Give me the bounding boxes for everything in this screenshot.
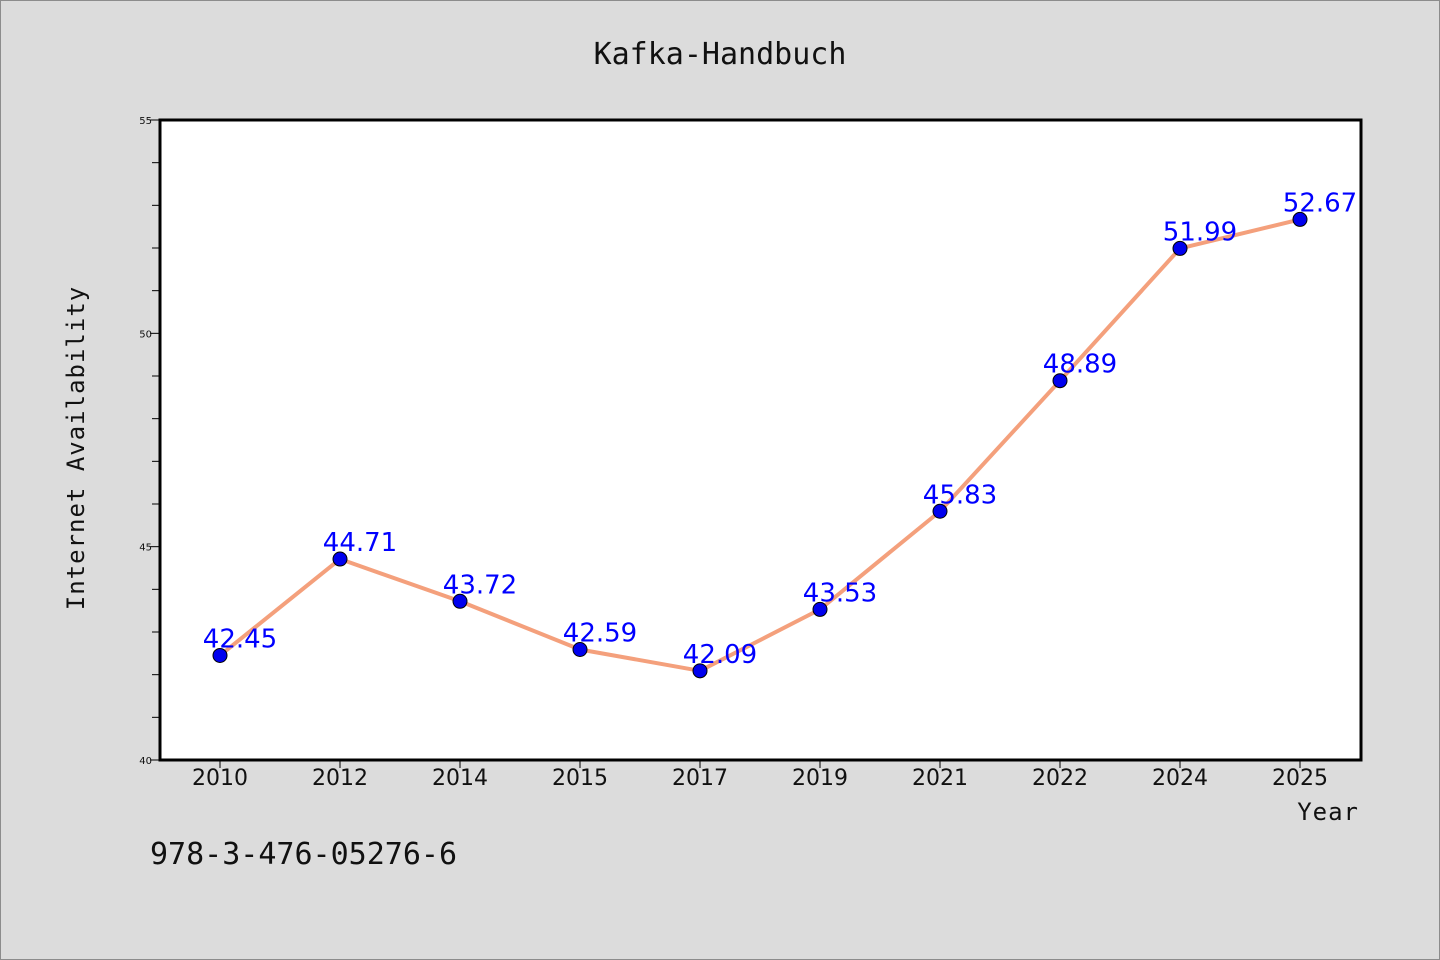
y-axis-label: Internet Availability: [62, 286, 90, 610]
data-label: 43.53: [803, 578, 877, 608]
plot-area: [158, 118, 1363, 762]
series-polyline: [218, 217, 1301, 673]
x-axis: 2010 2012 2014 2015 2017 2019 2021 2022 2024 2025: [192, 760, 1328, 791]
x-tick-label: 2014: [432, 766, 488, 791]
data-label: 48.89: [1043, 350, 1117, 380]
x-tick-label: 2024: [1152, 766, 1208, 791]
x-tick-label: 2025: [1272, 766, 1328, 791]
data-point: [812, 601, 828, 617]
y-tick-label: 45: [139, 543, 152, 554]
y-tick-label: 50: [139, 329, 152, 340]
data-labels: 42.45 44.71 43.72 42.59 42.09 43.53 45.83 48.89…: [203, 188, 1357, 669]
x-tick-label: 2017: [672, 766, 728, 791]
data-point: [212, 647, 228, 663]
y-tick-label: 55: [139, 116, 152, 127]
data-point: [1292, 211, 1308, 227]
data-point: [452, 593, 468, 609]
data-points: [212, 211, 1308, 679]
isbn-text: 978-3-476-05276-6: [150, 837, 457, 872]
data-point: [332, 551, 348, 567]
data-label: 44.71: [323, 528, 397, 558]
y-axis: 40 45 50 55: [139, 116, 160, 767]
data-point: [1052, 373, 1068, 389]
data-label: 51.99: [1163, 217, 1237, 247]
data-point: [572, 641, 588, 657]
x-tick-label: 2012: [312, 766, 368, 791]
x-axis-label: Year: [1297, 798, 1359, 826]
x-tick-label: 2022: [1032, 766, 1088, 791]
y-tick-label: 40: [139, 756, 152, 767]
series-line: [218, 217, 1301, 673]
data-point: [1172, 240, 1188, 256]
x-tick-label: 2015: [552, 766, 608, 791]
data-point: [692, 663, 708, 679]
x-tick-label: 2019: [792, 766, 848, 791]
x-tick-label: 2021: [912, 766, 968, 791]
data-label: 52.67: [1283, 188, 1357, 218]
data-point: [932, 503, 948, 519]
data-label: 45.83: [923, 480, 997, 510]
data-label: 42.45: [203, 624, 277, 654]
data-label: 42.09: [683, 640, 757, 670]
x-tick-label: 2010: [192, 766, 248, 791]
data-label: 43.72: [443, 570, 517, 600]
chart-title: Kafka-Handbuch: [594, 37, 847, 72]
data-label: 42.59: [563, 618, 637, 648]
